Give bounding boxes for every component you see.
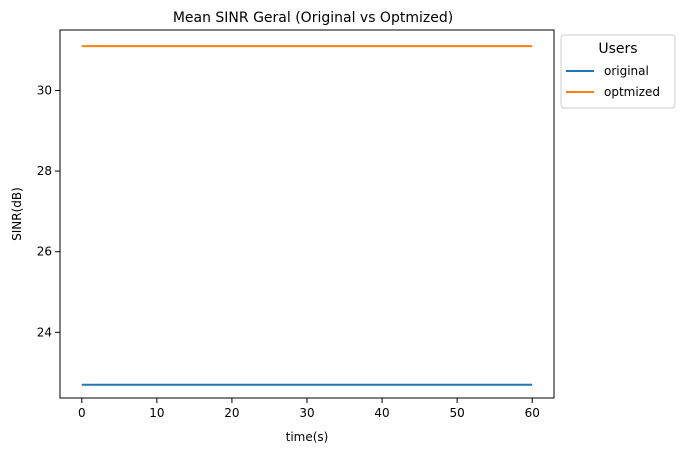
series-layer: [81, 45, 533, 386]
y-tick-label: 24: [37, 325, 52, 339]
x-tick-label: 60: [525, 406, 540, 420]
x-axis-ticks: 0 10 20 30 40 50 60: [78, 398, 540, 420]
y-tick-label: 28: [37, 164, 52, 178]
legend-title: Users: [598, 41, 637, 57]
y-tick-label: 26: [37, 245, 52, 259]
legend: Users original optmized: [560, 34, 676, 109]
x-tick-label: 40: [374, 406, 389, 420]
x-tick-label: 50: [450, 406, 465, 420]
x-axis-label: time(s): [286, 430, 329, 444]
plot-area: [59, 29, 555, 399]
chart-title: Mean SINR Geral (Original vs Optmized): [173, 10, 453, 26]
legend-box: [560, 34, 676, 109]
y-axis-label: SINR(dB): [10, 187, 24, 241]
y-axis-ticks: 24 26 28 30: [37, 83, 60, 339]
y-tick-label: 30: [37, 83, 52, 97]
x-tick-label: 20: [224, 406, 239, 420]
x-tick-label: 0: [78, 406, 86, 420]
x-tick-label: 10: [149, 406, 164, 420]
legend-label-optmized: optmized: [604, 85, 660, 99]
x-tick-label: 30: [299, 406, 314, 420]
legend-label-original: original: [604, 64, 649, 78]
